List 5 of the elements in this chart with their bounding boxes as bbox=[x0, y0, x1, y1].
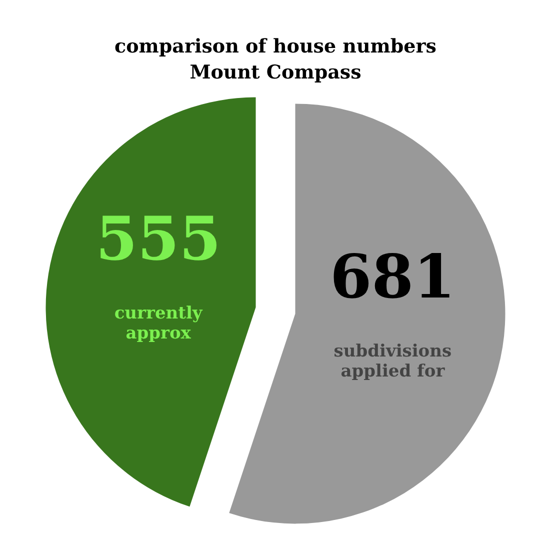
data-label: 681 bbox=[330, 242, 456, 312]
data-label: 555 bbox=[96, 204, 221, 275]
chart-title: comparison of house numbers Mount Compass bbox=[114, 36, 436, 84]
slice-label: currently approx bbox=[114, 304, 204, 344]
slice-label: subdivisions applied for bbox=[334, 341, 452, 382]
